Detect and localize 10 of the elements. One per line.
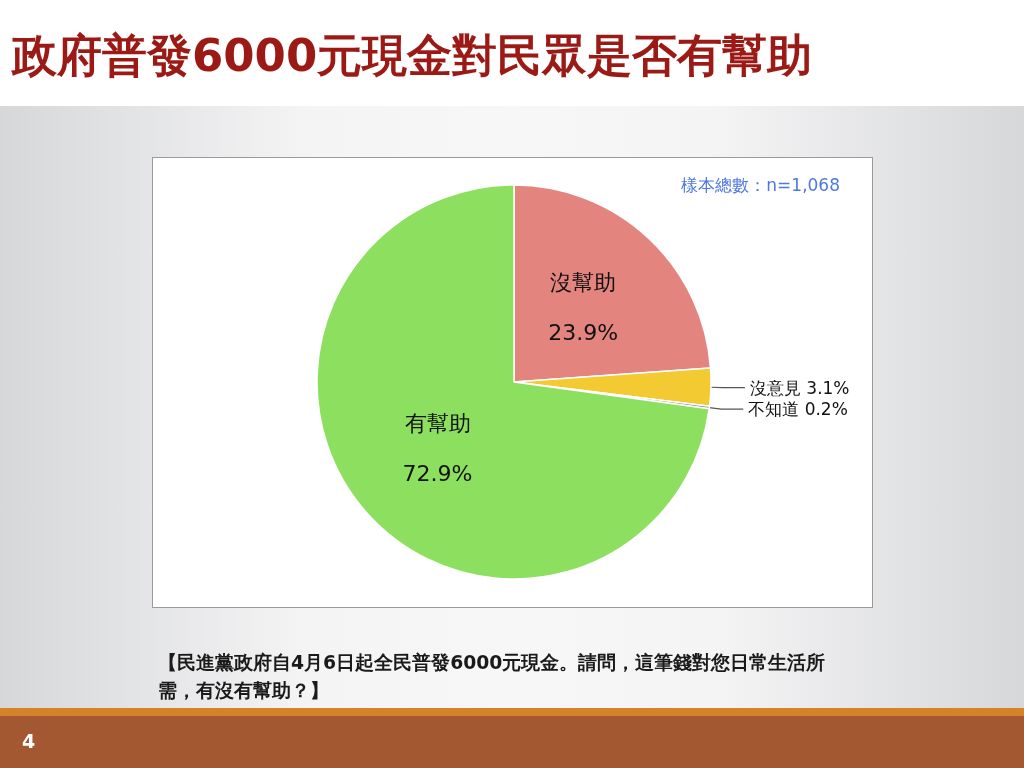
slice-label: 沒意見 3.1% (749, 377, 850, 398)
text: 4 (22, 730, 36, 752)
data-label: 23.9% (548, 320, 619, 346)
text: 樣本總數：n=1,068 (681, 174, 840, 195)
slice-label: 有幫助 (404, 411, 471, 437)
slice-label: 沒幫助 (550, 270, 617, 296)
text: 【民進黨政府自4月6日起全民普發6000元現金。請問，這筆錢對您日常生活所需，有沒有幫助？】 (158, 651, 827, 703)
data-label: 72.9% (402, 461, 473, 487)
slice-label: 不知道 0.2% (748, 399, 848, 420)
chart-title: 政府普發6000元現金對民眾是否有幫助 (12, 28, 813, 84)
